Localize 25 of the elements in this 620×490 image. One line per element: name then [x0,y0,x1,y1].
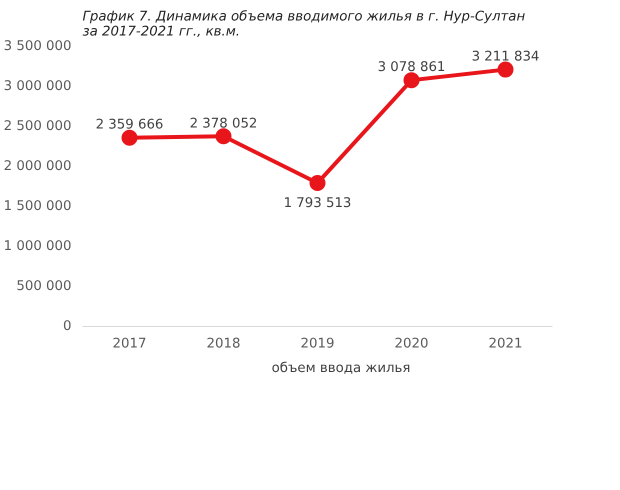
point [498,62,514,78]
point [216,128,232,144]
data-label: 2 359 666 [96,118,164,133]
x-tick-label: 2021 [488,336,522,352]
x-tick-label: 2019 [300,336,334,352]
y-tick-label: 2 000 000 [4,159,72,174]
y-tick-label: 3 500 000 [4,39,72,54]
data-label: 3 078 861 [378,60,446,76]
data-label: 2 378 052 [190,116,258,132]
y-tick-label: 0 [63,319,72,334]
x-tick-label: 2020 [394,336,428,352]
point [310,175,326,192]
chart-title: График 7. Динамика объема вводимого жилья в г. Нур-Султан за 2017-2021 гг., кв.м. [82,10,526,40]
x-tick-label: 2017 [112,336,146,352]
text: объем ввода жилья [272,360,410,376]
point [122,130,138,146]
x-tick-label: 2018 [206,336,240,352]
data-label: 1 793 513 [284,196,352,212]
point [404,72,420,88]
y-tick-label: 3 000 000 [4,79,72,94]
data-label: 3 211 834 [472,50,540,65]
y-tick-label: 1 000 000 [4,239,72,254]
y-tick-label: 500 000 [16,279,72,294]
y-tick-label: 2 500 000 [4,119,72,134]
y-tick-label: 1 500 000 [4,199,72,214]
